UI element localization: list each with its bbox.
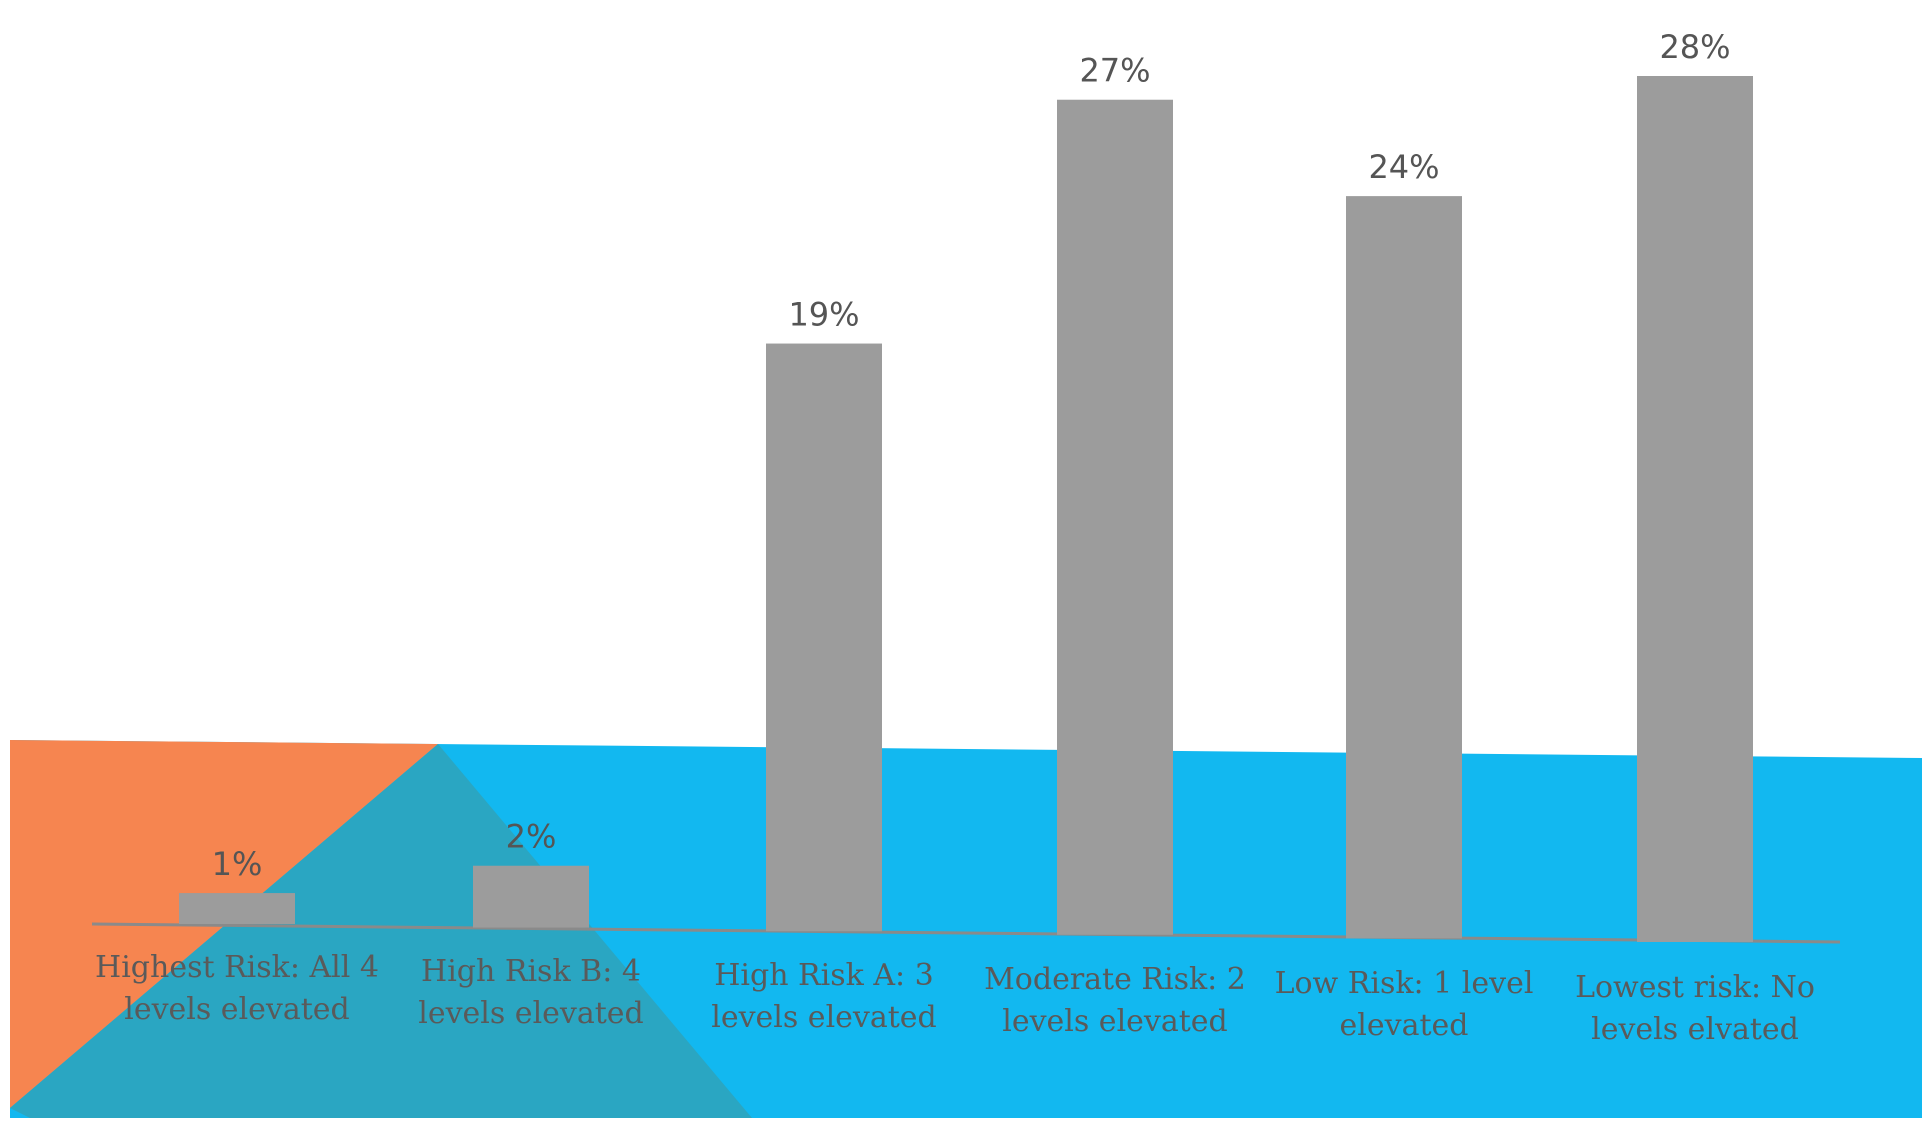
background-bands xyxy=(10,740,1922,1118)
category-label-line: High Risk B: 4 xyxy=(421,954,641,989)
teal-background-triangle xyxy=(10,744,752,1118)
bar-3 xyxy=(766,343,882,932)
value-labels-group: 1% 2% 19% 27% 24% 28% xyxy=(212,28,1731,883)
category-label-line: elevated xyxy=(1340,1008,1469,1043)
category-label-line: levels elevated xyxy=(418,996,644,1031)
bar-value-label: 24% xyxy=(1368,148,1439,186)
category-label-line: High Risk A: 3 xyxy=(714,958,934,993)
category-label: Lowest risk: No levels elvated xyxy=(1575,970,1815,1047)
bar-value-label: 27% xyxy=(1079,52,1150,90)
category-label-line: Highest Risk: All 4 xyxy=(95,950,379,985)
category-label: Moderate Risk: 2 levels elevated xyxy=(984,962,1246,1039)
category-label-line: levels elevated xyxy=(1002,1004,1228,1039)
category-label: Low Risk: 1 level elevated xyxy=(1275,966,1534,1043)
bar-6 xyxy=(1637,76,1753,942)
category-label-line: levels elevated xyxy=(124,992,350,1027)
bar-value-label: 28% xyxy=(1659,28,1730,66)
category-label-line: Low Risk: 1 level xyxy=(1275,966,1534,1001)
x-axis-line xyxy=(91,922,1841,944)
bar-5 xyxy=(1346,196,1462,939)
category-label-line: levels elevated xyxy=(711,1000,937,1035)
bar-2 xyxy=(473,865,589,928)
bar-value-label: 1% xyxy=(212,845,263,883)
bars-group xyxy=(179,76,1753,942)
category-label-line: Lowest risk: No xyxy=(1575,970,1815,1005)
bar-value-label: 19% xyxy=(788,296,859,334)
bar-value-label: 2% xyxy=(506,818,557,856)
category-label-line: Moderate Risk: 2 xyxy=(984,962,1246,997)
category-label: High Risk A: 3 levels elevated xyxy=(711,958,937,1035)
category-label: Highest Risk: All 4 levels elevated xyxy=(95,950,379,1027)
category-label-line: levels elvated xyxy=(1591,1012,1799,1047)
category-label: High Risk B: 4 levels elevated xyxy=(418,954,644,1031)
bar-1 xyxy=(179,893,295,924)
bar-4 xyxy=(1057,99,1173,935)
